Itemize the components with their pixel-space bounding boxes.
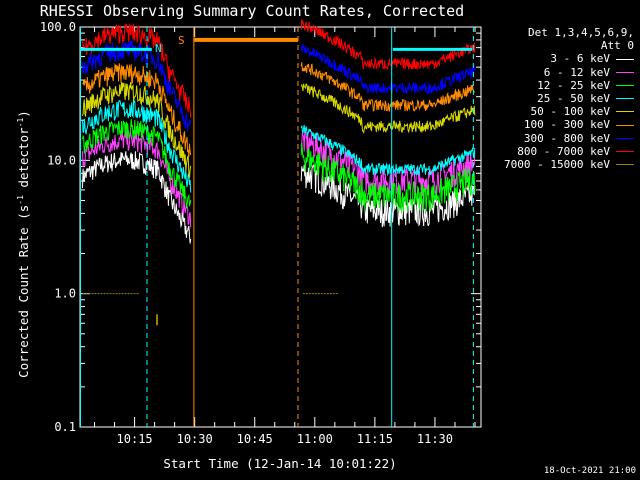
plot-frame <box>79 26 482 428</box>
series-line-pass2 <box>300 43 476 96</box>
series-line-pass1 <box>82 118 192 209</box>
legend-entry: 7000 - 15000 keV <box>484 158 634 171</box>
legend-entry: 300 - 800 keV <box>484 132 634 145</box>
legend-swatch <box>616 58 634 60</box>
annotation-s: S <box>178 34 185 47</box>
legend-label: 300 - 800 keV <box>523 131 610 145</box>
legend-entry: 50 - 100 keV <box>484 105 634 118</box>
series-line-pass2 <box>300 83 476 134</box>
series-line-pass2 <box>300 62 476 113</box>
legend-swatch <box>616 84 634 86</box>
legend-swatch <box>616 137 634 139</box>
y-axis-label-mid: detector <box>16 127 31 195</box>
legend-label: 50 - 100 keV <box>530 105 610 119</box>
x-tick-label: 11:30 <box>417 432 453 446</box>
footer-timestamp: 18-Oct-2021 21:00 <box>543 466 636 476</box>
y-axis-label: Corrected Count Rate (s-1 detector-1) <box>16 110 31 378</box>
series-line-pass2 <box>300 142 476 212</box>
x-tick-label: 10:30 <box>177 432 213 446</box>
legend-entry: 100 - 300 keV <box>484 118 634 131</box>
legend-label: 25 - 50 keV <box>537 92 610 106</box>
legend-swatch <box>616 111 634 113</box>
legend-header-attenuator: Att 0 <box>600 39 634 53</box>
series-line-pass1 <box>82 99 192 193</box>
y-tick-label: 0.1 <box>54 420 76 434</box>
x-tick-label: 11:00 <box>297 432 333 446</box>
series-line-pass1 <box>82 40 192 132</box>
legend-swatch <box>616 71 634 73</box>
series-line-pass2 <box>300 164 476 228</box>
series-line-pass1 <box>82 23 192 118</box>
legend-swatch <box>616 150 634 152</box>
series-line-pass1 <box>82 151 192 244</box>
y-tick-label: 100.0 <box>40 20 76 34</box>
chart-title: RHESSI Observing Summary Count Rates, Co… <box>40 2 464 20</box>
legend-entry: 3 - 6 keV <box>484 52 634 65</box>
legend-swatch <box>616 164 634 166</box>
series-line-pass1 <box>82 62 192 157</box>
annotation-n: N <box>155 42 162 55</box>
series-line-pass2 <box>300 124 476 177</box>
y-axis-label-main: Corrected Count Rate (s <box>16 205 31 378</box>
x-tick-label: 11:15 <box>357 432 393 446</box>
y-tick-label: 1.0 <box>54 287 76 301</box>
legend-swatch <box>616 98 634 100</box>
legend-label: 7000 - 15000 keV <box>504 158 610 172</box>
legend-label: 12 - 25 keV <box>537 78 610 92</box>
y-axis-label-end: ) <box>16 110 31 118</box>
legend-header-detectors: Det 1,3,4,5,6,9, <box>528 26 634 39</box>
legend: Det 1,3,4,5,6,9, Att 0 3 - 6 keV 6 - 12 k… <box>484 26 634 171</box>
x-tick-label: 10:45 <box>237 432 273 446</box>
x-tick-label: 10:15 <box>117 432 153 446</box>
y-axis-label-sup: -1 <box>16 195 25 205</box>
legend-label: 6 - 12 keV <box>543 65 610 79</box>
legend-entry: 12 - 25 keV <box>484 79 634 92</box>
legend-entry: 25 - 50 keV <box>484 92 634 105</box>
legend-label: 3 - 6 keV <box>550 52 610 66</box>
series-line-pass1 <box>82 82 192 178</box>
y-axis-label-sup2: -1 <box>16 118 25 128</box>
legend-entry: 800 - 7000 keV <box>484 145 634 158</box>
legend-entry: 6 - 12 keV <box>484 66 634 79</box>
legend-label: 800 - 7000 keV <box>517 144 610 158</box>
legend-label: 100 - 300 keV <box>523 118 610 132</box>
x-axis-label: Start Time (12-Jan-14 10:01:22) <box>163 456 396 471</box>
series-line-pass2 <box>300 19 476 71</box>
legend-swatch <box>616 124 634 126</box>
y-tick-label: 10.0 <box>47 153 76 167</box>
